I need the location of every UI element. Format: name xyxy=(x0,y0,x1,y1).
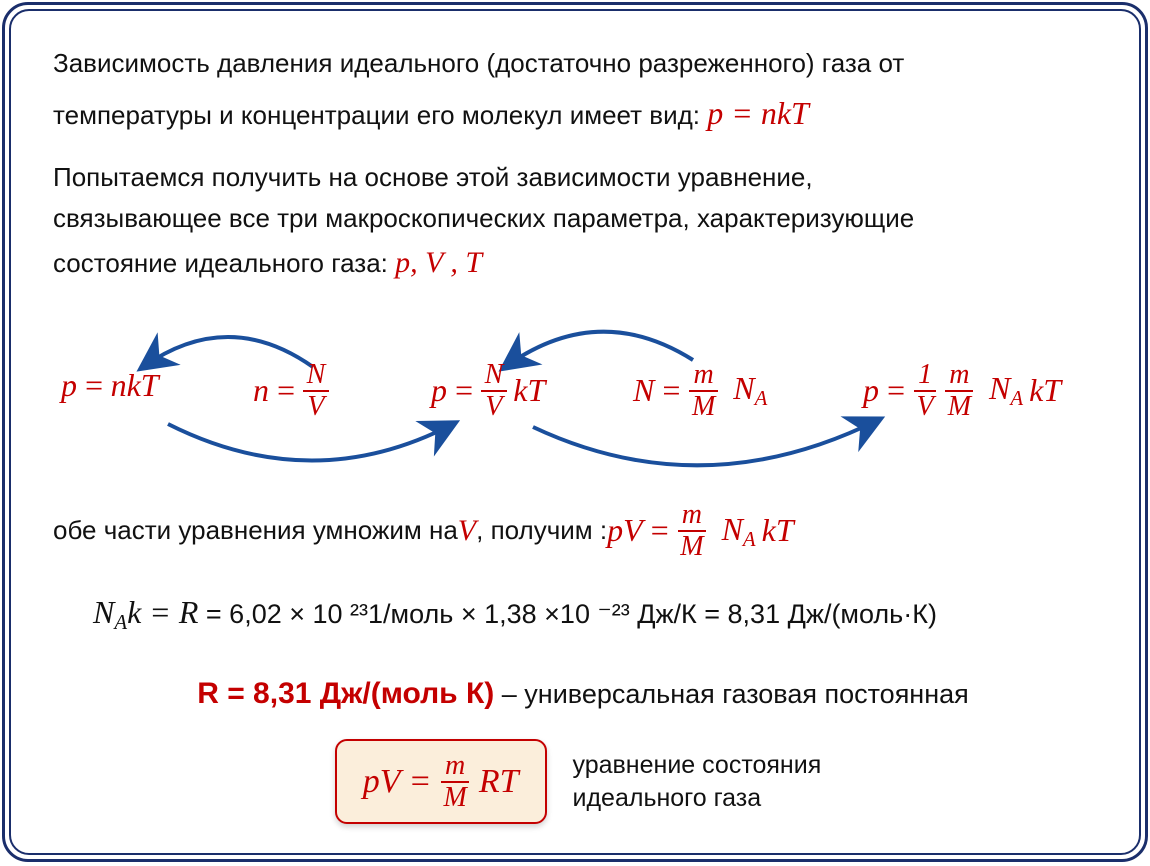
vars-pvt: p, V , T xyxy=(395,246,482,279)
paragraph-1-line-2: температуры и концентрации его молекул и… xyxy=(53,88,1103,139)
R-constant-line: R = 8,31 Дж/(моль К) – универсальная газ… xyxy=(53,670,1103,717)
eq-5: p= 1V mM NA kT xyxy=(863,360,1061,421)
eq-2: n= NV xyxy=(253,360,329,421)
paragraph-2-text: состояние идеального газа: xyxy=(53,248,395,278)
paragraph-2-line-3: состояние идеального газа: p, V , T xyxy=(53,239,1103,286)
final-equation-caption: уравнение состояния идеального газа xyxy=(573,749,822,814)
paragraph-2-line-2: связывающее все три макроскопических пар… xyxy=(53,198,1103,239)
paragraph-1-text: температуры и концентрации его молекул и… xyxy=(53,100,707,130)
paragraph-1-line-1: Зависимость давления идеального (достато… xyxy=(53,43,1103,84)
eq-1: p=nkT xyxy=(61,367,159,404)
eq-pv-step: pV= mM NA kT xyxy=(607,500,794,561)
paragraph-2-line-1: Попытаемся получить на основе этой завис… xyxy=(53,157,1103,198)
calc-line: NAk = R = 6,02 × 10 ²³1/моль × 1,38 ×10 … xyxy=(53,587,1103,640)
derivation-row: p=nkT n= NV p= NV kT N= mM NA p= 1V mM N… xyxy=(53,312,1103,482)
multiply-line: обе части уравнения умножим на V , получ… xyxy=(53,500,1103,561)
final-equation-wrap: pV= mM RT уравнение состояния идеального… xyxy=(53,739,1103,824)
eq-4: N= mM NA xyxy=(633,360,767,421)
slide-frame: Зависимость давления идеального (достато… xyxy=(2,2,1148,862)
formula-p-nkt: p = nkT xyxy=(707,95,809,131)
eq-3: p= NV kT xyxy=(431,360,545,421)
final-equation-box: pV= mM RT xyxy=(335,739,547,824)
var-V: V xyxy=(458,507,476,554)
